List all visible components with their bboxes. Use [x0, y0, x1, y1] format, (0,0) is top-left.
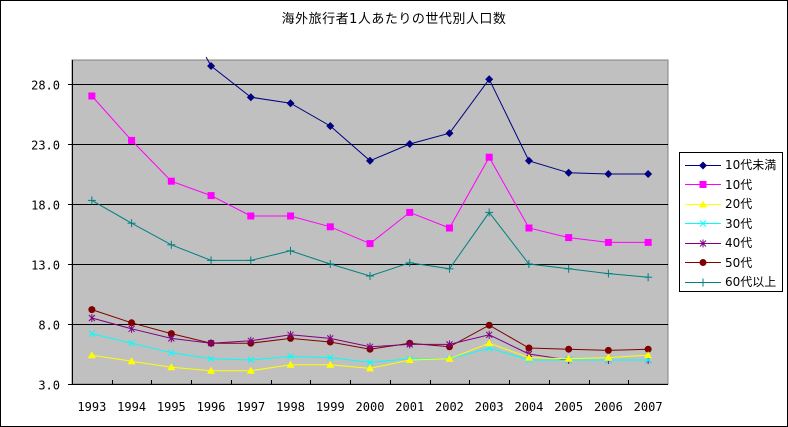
series-20代: [87, 339, 653, 374]
y-axis: 28.0 23.0 18.0 13.0 8.0 3.0: [31, 60, 73, 393]
legend-label: 10代: [725, 177, 753, 192]
legend-item: 50代: [680, 253, 782, 273]
x-tick-label: 1999: [316, 400, 345, 414]
x-tick-label: 2004: [514, 400, 543, 414]
legend-item: 60代以上: [680, 272, 782, 292]
x-axis: 1993 1994 1995 1996 1997 1998 1999 2000 2001 2002…: [72, 380, 668, 414]
legend-label: 60代以上: [725, 275, 777, 290]
legend-label: 10代未満: [725, 158, 777, 173]
series-layer: [87, 56, 653, 374]
legend-label: 50代: [725, 255, 753, 270]
x-tick-label: 1997: [236, 400, 265, 414]
series-10代未満: [205, 56, 653, 178]
plot-area: [71, 59, 669, 385]
x-tick-label: 2002: [435, 400, 464, 414]
legend-marker-icon: [685, 220, 721, 228]
x-tick-label: 2003: [475, 400, 504, 414]
series-10代: [88, 92, 652, 248]
legend-marker-icon: [685, 161, 721, 170]
y-tick-label: 18.0: [31, 199, 60, 213]
legend-marker-icon: [685, 181, 721, 189]
legend-label: 20代: [725, 197, 753, 212]
legend-item: 10代: [680, 175, 782, 195]
x-tick-label: 1994: [117, 400, 146, 414]
chart-title: 海外旅行者1人あたりの世代別人口数: [281, 12, 507, 27]
legend-marker-icon: [685, 278, 721, 287]
x-tick-label: 2005: [554, 400, 583, 414]
x-tick-label: 2007: [634, 400, 663, 414]
x-tick-label: 1995: [157, 400, 186, 414]
x-tick-label: 1998: [276, 400, 305, 414]
gridlines: [72, 84, 668, 325]
x-tick-label: 1996: [197, 400, 226, 414]
legend-item: 40代: [680, 233, 782, 253]
legend-label: 40代: [725, 236, 753, 251]
legend-item: 10代未満: [680, 155, 782, 175]
legend-marker-icon: [685, 259, 721, 267]
legend: 10代未満 10代 20代 30代 40代 50代 60代以上: [679, 152, 783, 292]
legend-item: 20代: [680, 194, 782, 214]
y-tick-label: 3.0: [38, 379, 60, 393]
y-tick-label: 28.0: [31, 79, 60, 93]
y-tick-label: 23.0: [31, 139, 60, 153]
x-tick-label: 2006: [594, 400, 623, 414]
x-tick-label: 2000: [356, 400, 385, 414]
legend-item: 30代: [680, 214, 782, 234]
x-tick-label: 1993: [77, 400, 106, 414]
legend-marker-icon: [685, 200, 721, 208]
legend-label: 30代: [725, 216, 753, 231]
y-tick-label: 8.0: [38, 319, 60, 333]
series-60代以上: [87, 196, 653, 282]
x-tick-label: 2001: [395, 400, 424, 414]
legend-marker-icon: [685, 239, 721, 248]
y-tick-label: 13.0: [31, 259, 60, 273]
